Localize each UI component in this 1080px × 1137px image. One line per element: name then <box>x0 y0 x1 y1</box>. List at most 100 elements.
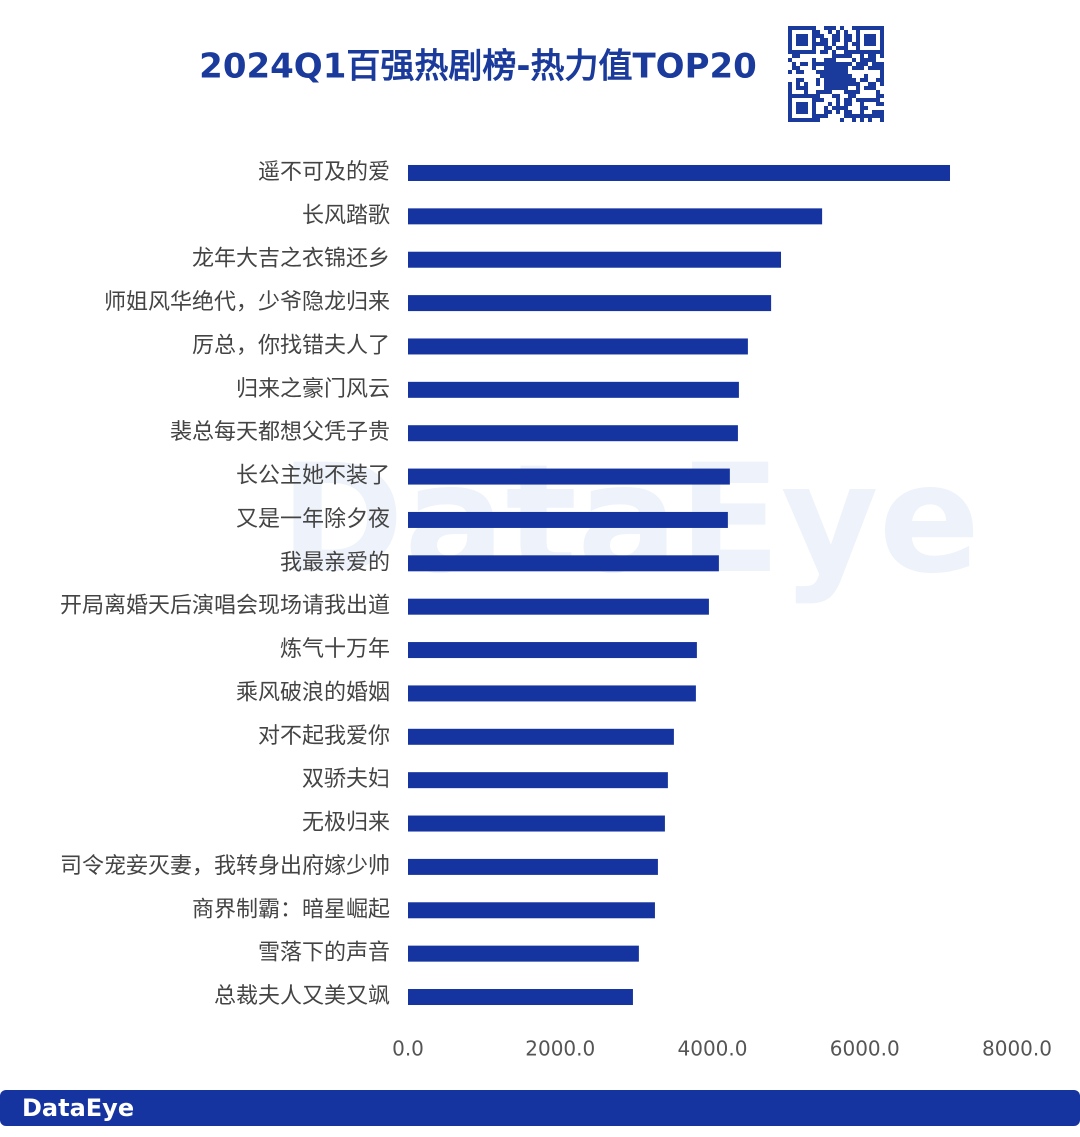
qr-module <box>788 70 792 74</box>
qr-module <box>804 86 808 90</box>
qr-module <box>852 66 856 70</box>
qr-module <box>832 26 836 30</box>
qr-module <box>852 90 856 94</box>
x-tick-label: 8000.0 <box>982 1037 1052 1061</box>
qr-module <box>820 114 824 118</box>
qr-module <box>844 98 848 102</box>
qr-module <box>876 94 880 98</box>
qr-module <box>856 62 860 66</box>
qr-module <box>800 62 804 66</box>
qr-module <box>812 58 816 62</box>
qr-module <box>876 66 880 70</box>
qr-module <box>796 78 800 82</box>
qr-module <box>836 86 840 90</box>
qr-module <box>816 42 820 46</box>
qr-module <box>852 50 856 54</box>
qr-module <box>864 78 868 82</box>
qr-module <box>860 54 864 58</box>
x-tick-label: 0.0 <box>392 1037 424 1061</box>
qr-module <box>836 34 840 38</box>
qr-module <box>820 34 824 38</box>
qr-module <box>864 114 868 118</box>
qr-module <box>880 110 884 114</box>
qr-module <box>824 42 828 46</box>
qr-module <box>824 58 828 62</box>
qr-module <box>868 58 872 62</box>
qr-module <box>852 94 856 98</box>
qr-module <box>868 82 872 86</box>
qr-module <box>872 82 876 86</box>
y-tick-label: 厉总，你找错夫人了 <box>192 333 390 358</box>
qr-module <box>796 82 800 86</box>
qr-module <box>816 70 820 74</box>
bar <box>408 685 696 702</box>
qr-module <box>816 34 820 38</box>
qr-module <box>832 54 836 58</box>
qr-module <box>804 82 808 86</box>
qr-module <box>792 54 796 58</box>
qr-module <box>860 58 864 62</box>
qr-module <box>844 34 848 38</box>
y-tick-label: 双骄夫妇 <box>302 767 390 792</box>
qr-module <box>880 54 884 58</box>
qr-module <box>880 114 884 118</box>
qr-module <box>856 98 860 102</box>
bar <box>408 728 674 745</box>
qr-module <box>820 98 824 102</box>
qr-module <box>852 114 856 118</box>
bar <box>408 381 739 398</box>
qr-module <box>848 102 852 106</box>
qr-module <box>836 94 840 98</box>
bar <box>408 772 668 789</box>
y-tick-label: 司令宠妾灭妻，我转身出府嫁少帅 <box>60 854 390 879</box>
qr-module <box>864 62 868 66</box>
qr-module <box>840 46 844 50</box>
qr-module <box>880 102 884 106</box>
qr-module <box>868 54 872 58</box>
qr-module <box>844 106 848 110</box>
qr-module <box>820 50 824 54</box>
qr-module <box>872 62 876 66</box>
bar <box>408 468 730 485</box>
qr-module <box>860 118 864 122</box>
qr-module <box>832 38 836 42</box>
qr-module <box>860 106 864 110</box>
qr-module <box>832 106 836 110</box>
qr-module <box>788 58 792 62</box>
qr-module <box>860 66 864 70</box>
qr-module <box>848 114 852 118</box>
qr-module <box>876 78 880 82</box>
qr-module <box>820 38 824 42</box>
y-tick-label: 遥不可及的爱 <box>258 160 390 185</box>
qr-module <box>832 94 836 98</box>
qr-finder <box>788 94 816 122</box>
y-tick-label: 又是一年除夕夜 <box>236 507 390 532</box>
qr-module <box>860 114 864 118</box>
qr-module <box>852 26 856 30</box>
bar <box>408 511 728 528</box>
qr-module <box>856 82 860 86</box>
qr-module <box>816 78 820 82</box>
chart-title: 2024Q1百强热剧榜-热力值TOP20 <box>199 47 757 87</box>
qr-module <box>816 98 820 102</box>
qr-module <box>868 86 872 90</box>
qr-module <box>856 66 860 70</box>
y-tick-label: 开局离婚天后演唱会现场请我出道 <box>60 594 390 619</box>
qr-module <box>872 66 876 70</box>
qr-module <box>832 50 836 54</box>
footer-bar <box>0 1090 1080 1126</box>
qr-module <box>872 110 876 114</box>
qr-module <box>828 58 832 62</box>
bar <box>408 338 748 355</box>
qr-module <box>820 74 824 78</box>
qr-module <box>836 110 840 114</box>
qr-finder <box>796 102 808 114</box>
y-tick-label: 归来之豪门风云 <box>236 377 390 402</box>
qr-module <box>852 82 856 86</box>
x-tick-label: 6000.0 <box>830 1037 900 1061</box>
qr-module <box>856 114 860 118</box>
qr-module <box>828 102 832 106</box>
bar <box>408 164 951 181</box>
qr-module <box>804 62 808 66</box>
bar <box>408 642 697 659</box>
